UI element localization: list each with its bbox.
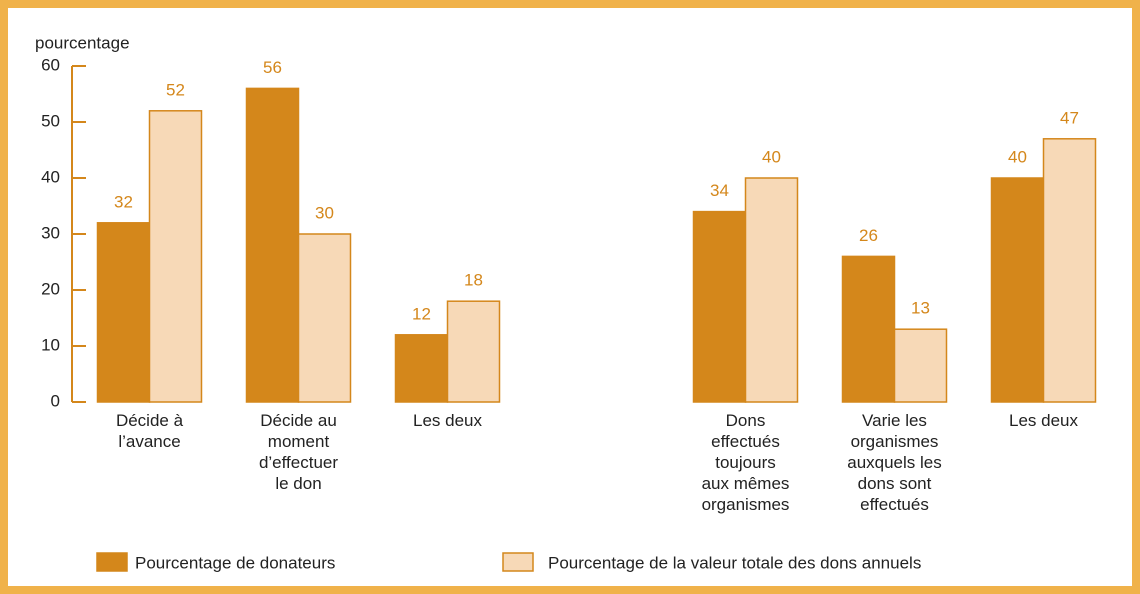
value-label: 56 (263, 58, 282, 77)
y-tick-label: 30 (41, 223, 60, 242)
bar (297, 233, 352, 403)
x-tick-label: Varie les organismes auxquels les dons sont… (847, 411, 942, 514)
y-axis-label: pourcentage (35, 33, 130, 52)
y-tick-label: 20 (41, 279, 60, 298)
legend-swatch (502, 552, 534, 572)
value-label: 13 (911, 299, 930, 318)
y-tick-label: 10 (41, 335, 60, 354)
y-tick-label: 60 (41, 55, 60, 74)
x-tick-label: Les deux (413, 411, 482, 430)
y-tick-label: 40 (41, 167, 60, 186)
x-tick-label: Les deux (1009, 411, 1078, 430)
value-label: 30 (315, 203, 334, 222)
x-tick-label: Dons effectués toujours aux mêmes organismes (702, 411, 790, 514)
bar (744, 177, 799, 403)
y-tick-label: 50 (41, 111, 60, 130)
bar (96, 222, 151, 403)
bar (990, 177, 1045, 403)
bar (893, 328, 948, 403)
bar (446, 300, 501, 403)
value-label: 26 (859, 226, 878, 245)
value-label: 52 (166, 80, 185, 99)
value-label: 32 (114, 192, 133, 211)
bar (692, 210, 747, 403)
legend-swatch (96, 552, 128, 572)
bar (841, 255, 896, 403)
y-tick-label: 0 (51, 391, 60, 410)
value-label: 40 (1008, 147, 1027, 166)
value-label: 47 (1060, 108, 1079, 127)
legend-label: Pourcentage de donateurs (135, 553, 335, 572)
bar (245, 87, 300, 403)
value-label: 40 (762, 147, 781, 166)
bar (394, 334, 449, 403)
bar (148, 110, 203, 403)
value-label: 18 (464, 271, 483, 290)
value-label: 12 (412, 304, 431, 323)
legend-label: Pourcentage de la valeur totale des dons… (548, 553, 921, 572)
x-tick-label: Décide à l’avance (116, 411, 184, 451)
x-tick-label: Décide au moment d’effectuer le don (259, 411, 338, 493)
value-label: 34 (710, 181, 729, 200)
bar (1042, 138, 1097, 403)
